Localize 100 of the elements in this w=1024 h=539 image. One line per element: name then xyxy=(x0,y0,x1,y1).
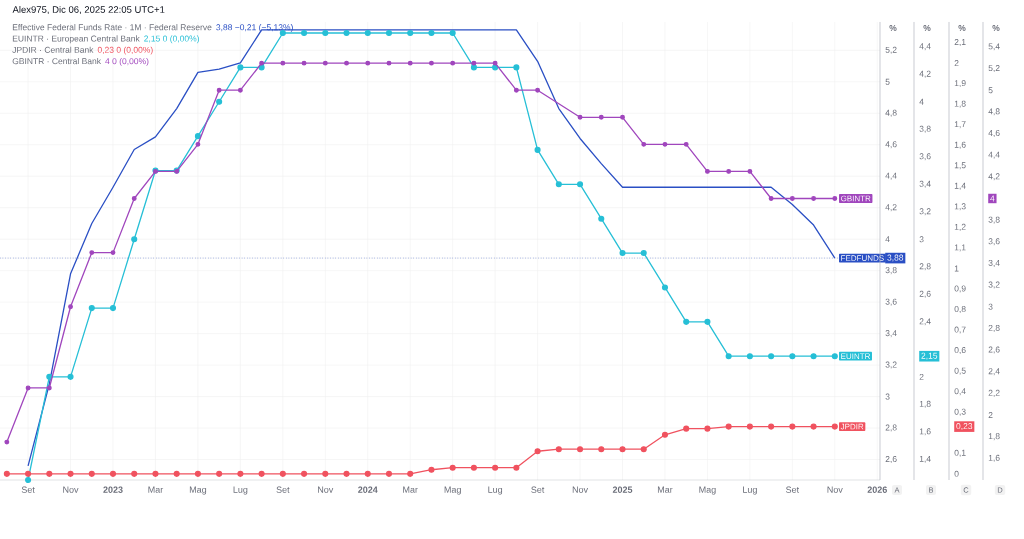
x-tick-label: Lug xyxy=(743,486,757,495)
y2-tick-label: 2,6 xyxy=(919,290,931,298)
y3-tick-label: 0,23 xyxy=(956,423,973,431)
y-tick-label: 2,6 xyxy=(885,456,897,464)
point xyxy=(407,29,414,37)
x-tick-label: Mag xyxy=(189,486,207,495)
y-tick-label: 2,4 xyxy=(988,368,1000,376)
y2-tick-label: 2,15 xyxy=(921,352,938,360)
point xyxy=(832,196,838,201)
annotation: 4 0 (0,00%) xyxy=(105,57,149,66)
y2-tick-label: 3,4 xyxy=(919,180,931,188)
y-tick-label: 1,8 xyxy=(988,433,1000,441)
x-tick-label: Mag xyxy=(699,486,716,495)
point xyxy=(429,60,434,66)
x-tick-label: 2026 xyxy=(867,486,887,493)
point xyxy=(407,60,413,66)
annotation: 0,23 0 (0,00%) xyxy=(97,46,153,55)
point xyxy=(216,98,223,105)
point xyxy=(577,446,584,453)
point xyxy=(279,470,286,477)
y-tick-label: 5,2 xyxy=(988,65,1000,73)
x-tick-label: Set xyxy=(276,486,290,493)
point xyxy=(343,29,350,37)
point xyxy=(747,168,753,174)
x-tick-label: Set xyxy=(21,486,35,493)
y-tick-label: 2,2 xyxy=(988,389,1000,397)
point xyxy=(343,470,350,477)
y-tick-label: 4,2 xyxy=(988,173,1000,181)
point xyxy=(704,168,710,174)
point xyxy=(67,373,74,380)
point xyxy=(640,446,647,453)
y3-tick-label: 1,3 xyxy=(954,203,966,211)
point xyxy=(194,470,201,477)
point xyxy=(25,385,31,391)
point xyxy=(322,29,329,37)
point xyxy=(471,60,477,66)
point xyxy=(385,29,393,37)
point xyxy=(492,60,498,66)
point xyxy=(640,250,647,257)
point xyxy=(662,141,668,147)
annotation: JPDIR · Central Bank xyxy=(12,46,94,53)
point xyxy=(365,60,371,66)
point xyxy=(450,60,456,66)
point xyxy=(109,305,117,312)
y-tick-label: 5 xyxy=(988,87,993,94)
point xyxy=(810,423,817,430)
point xyxy=(46,470,53,477)
point xyxy=(811,196,817,201)
y-tick-label: 4,4 xyxy=(885,172,897,180)
point xyxy=(577,181,584,188)
point xyxy=(152,470,159,477)
point xyxy=(725,353,732,360)
point xyxy=(68,304,73,310)
y-tick-label: 4,2 xyxy=(885,204,897,212)
point xyxy=(683,318,690,325)
point xyxy=(789,196,795,201)
y-tick-label: 4 xyxy=(990,195,995,202)
point xyxy=(237,470,244,477)
point xyxy=(555,181,562,188)
point xyxy=(470,64,477,71)
point xyxy=(661,431,669,438)
y3-tick-label: 0,4 xyxy=(954,388,966,396)
point xyxy=(768,196,774,201)
x-tick-label: 2023 xyxy=(103,486,123,493)
point xyxy=(449,464,456,471)
y-tick-label: 3 xyxy=(885,393,890,400)
point xyxy=(173,470,180,477)
y-tick-label: 5,2 xyxy=(885,46,897,54)
y3-axis-title: % xyxy=(958,25,966,31)
y3-tick-label: 1,8 xyxy=(954,100,966,108)
y2-tick-label: 3,6 xyxy=(919,153,931,161)
point xyxy=(831,353,838,360)
y-axis-title: % xyxy=(992,25,1000,31)
point xyxy=(407,470,414,477)
y3-tick-label: 0,6 xyxy=(954,347,966,355)
y3-tick-label: 0,9 xyxy=(954,285,966,293)
point xyxy=(195,141,201,147)
x-tick-label: Nov xyxy=(63,486,79,493)
series-label: JPDIR xyxy=(840,423,864,430)
y2-tick-label: 3,8 xyxy=(919,125,931,133)
y-tick-label: 2 xyxy=(988,412,993,418)
y2-tick-label: 4 xyxy=(919,98,924,105)
point xyxy=(131,196,137,201)
point xyxy=(428,29,435,37)
point xyxy=(577,114,583,120)
y-tick-label: 1,6 xyxy=(988,454,1000,462)
point xyxy=(322,470,329,477)
x-tick-label: 2024 xyxy=(358,486,378,493)
point xyxy=(619,446,626,453)
y2-tick-label: 1,6 xyxy=(919,428,931,436)
point xyxy=(704,318,711,325)
x-tick-label: Set xyxy=(531,486,545,493)
point xyxy=(535,87,541,93)
y3-tick-label: 1,2 xyxy=(954,223,966,231)
x-tick-label: Lug xyxy=(233,486,248,495)
point xyxy=(831,423,838,430)
point xyxy=(641,141,647,147)
y2-tick-label: 2 xyxy=(919,373,924,380)
y2-tick-label: 3 xyxy=(919,236,924,243)
point xyxy=(46,385,52,391)
